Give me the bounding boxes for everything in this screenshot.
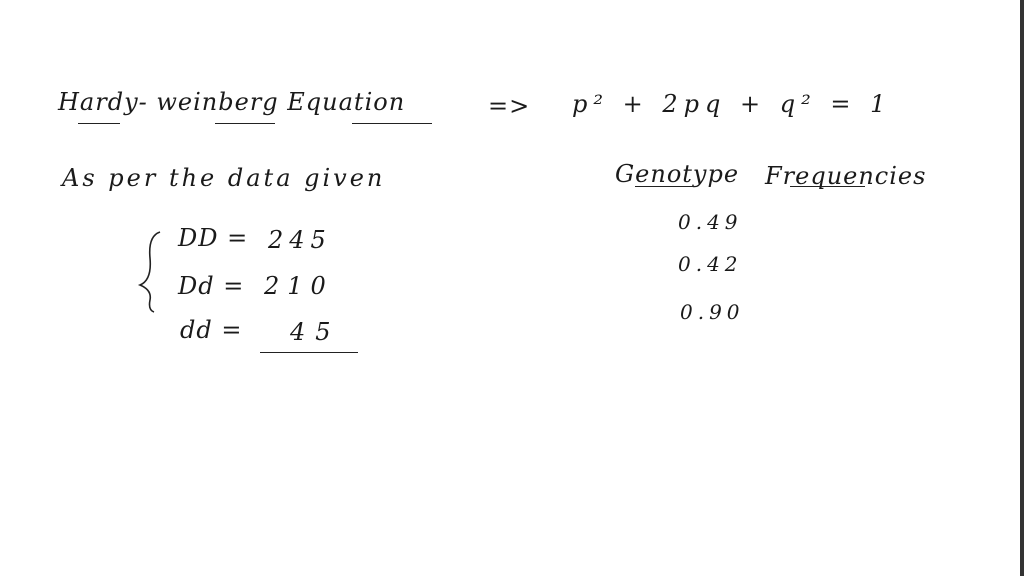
count-dd-value: 245 bbox=[268, 226, 332, 254]
count-dd-label: DD = bbox=[178, 224, 249, 252]
count-recessive-label: dd = bbox=[180, 316, 243, 344]
genotype-underline bbox=[635, 186, 695, 187]
hw-equation: p² + 2pq + q² = 1 bbox=[572, 90, 892, 118]
freq-dd-het: 0.42 bbox=[678, 252, 743, 276]
window-edge bbox=[1020, 0, 1024, 576]
count-dd-het-label: Dd = bbox=[178, 272, 245, 300]
count-recessive-value: 45 bbox=[290, 318, 341, 346]
title: Hardy- weinberg Equation bbox=[58, 88, 406, 116]
intro-text: As per the data given bbox=[62, 164, 386, 192]
title-underline-3 bbox=[352, 123, 432, 124]
sum-underline bbox=[260, 352, 358, 353]
genotype-header: Genotype bbox=[615, 160, 740, 188]
frequencies-underline bbox=[790, 186, 865, 187]
title-underline-1 bbox=[78, 123, 120, 124]
title-underline-2 bbox=[215, 123, 275, 124]
count-dd-het-value: 210 bbox=[264, 272, 334, 300]
implies-arrow: => bbox=[488, 92, 531, 120]
freq-dd: 0.49 bbox=[678, 210, 743, 234]
freq-recessive: 0.90 bbox=[680, 300, 745, 324]
frequencies-header: Frequencies bbox=[765, 162, 927, 190]
